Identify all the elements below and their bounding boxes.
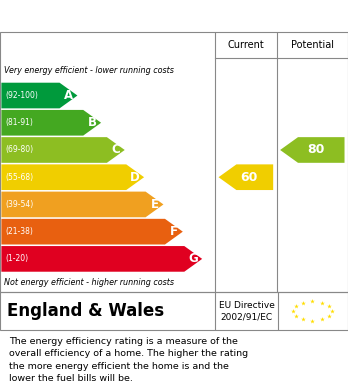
- Polygon shape: [219, 164, 273, 190]
- Text: E: E: [151, 198, 159, 211]
- Text: B: B: [88, 116, 97, 129]
- Text: (69-80): (69-80): [6, 145, 34, 154]
- Text: The energy efficiency rating is a measure of the
overall efficiency of a home. T: The energy efficiency rating is a measur…: [9, 337, 248, 383]
- Polygon shape: [1, 137, 125, 163]
- Polygon shape: [1, 110, 101, 136]
- Text: F: F: [170, 225, 178, 238]
- Text: 80: 80: [307, 143, 324, 156]
- Text: England & Wales: England & Wales: [7, 302, 164, 320]
- Text: Energy Efficiency Rating: Energy Efficiency Rating: [9, 9, 211, 23]
- Text: 60: 60: [240, 171, 258, 184]
- Text: (39-54): (39-54): [6, 200, 34, 209]
- Text: (92-100): (92-100): [6, 91, 38, 100]
- Text: D: D: [130, 171, 140, 184]
- Polygon shape: [280, 137, 345, 163]
- Text: G: G: [188, 252, 198, 265]
- Text: Very energy efficient - lower running costs: Very energy efficient - lower running co…: [4, 66, 174, 75]
- Text: C: C: [111, 143, 120, 156]
- Text: Current: Current: [228, 40, 264, 50]
- Text: (81-91): (81-91): [6, 118, 33, 127]
- Polygon shape: [1, 192, 164, 217]
- Polygon shape: [1, 83, 77, 108]
- Text: (1-20): (1-20): [6, 255, 29, 264]
- Text: Potential: Potential: [291, 40, 334, 50]
- Text: A: A: [64, 89, 73, 102]
- Text: EU Directive
2002/91/EC: EU Directive 2002/91/EC: [219, 301, 275, 321]
- Text: Not energy efficient - higher running costs: Not energy efficient - higher running co…: [4, 278, 174, 287]
- Polygon shape: [1, 164, 144, 190]
- Polygon shape: [1, 246, 202, 272]
- Text: (21-38): (21-38): [6, 227, 33, 236]
- Polygon shape: [1, 219, 183, 244]
- Text: (55-68): (55-68): [6, 173, 34, 182]
